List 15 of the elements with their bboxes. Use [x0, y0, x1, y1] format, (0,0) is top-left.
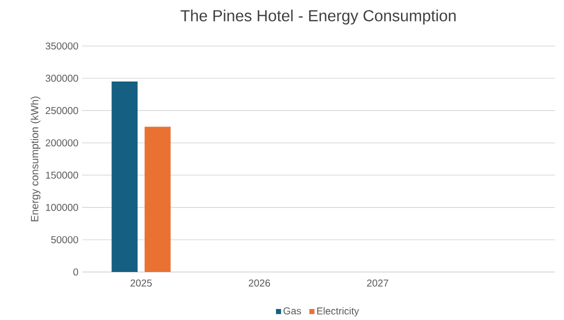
x-tick-label: 2026	[248, 280, 270, 287]
y-tick-label: 200000	[46, 139, 78, 146]
y-tick-label: 100000	[46, 204, 78, 211]
x-tick-label: 2025	[130, 280, 152, 287]
y-tick-label: 150000	[46, 172, 78, 179]
x-tick-label: 2027	[367, 280, 388, 287]
y-axis-title: Energy consumption (kWh)	[30, 96, 40, 222]
legend-label: Electricity	[317, 307, 360, 316]
y-tick-label: 350000	[46, 42, 78, 50]
y-tick-label: 0	[73, 268, 78, 276]
y-tick-label: 300000	[46, 74, 78, 82]
legend-label: Gas	[284, 307, 301, 314]
y-tick-label: 250000	[46, 107, 78, 114]
chart-title: The Pines Hotel - Energy Consumption	[180, 10, 456, 25]
y-tick-label: 50000	[51, 236, 78, 244]
